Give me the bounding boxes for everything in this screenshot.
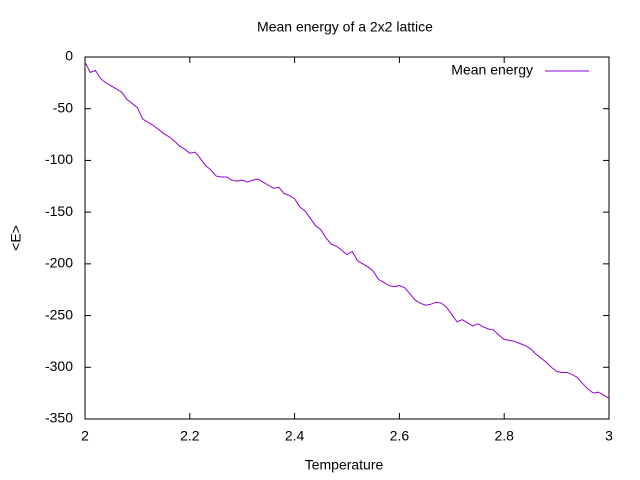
y-tick-label: -350 — [45, 410, 73, 426]
x-tick-label: 3 — [605, 428, 613, 444]
y-tick-label: -300 — [45, 358, 73, 374]
y-tick-label: 0 — [65, 48, 73, 64]
y-tick-label: -50 — [53, 99, 73, 115]
y-axis-label: <E> — [8, 225, 24, 251]
x-tick-label: 2 — [81, 428, 89, 444]
x-tick-label: 2.8 — [494, 428, 514, 444]
chart-title: Mean energy of a 2x2 lattice — [257, 19, 433, 35]
y-tick-label: -250 — [45, 306, 73, 322]
x-tick-label: 2.2 — [180, 428, 200, 444]
legend-label: Mean energy — [451, 62, 533, 78]
y-tick-label: -100 — [45, 151, 73, 167]
plot-border — [84, 56, 610, 420]
data-line — [84, 61, 610, 399]
y-tick-label: -150 — [45, 203, 73, 219]
x-tick-label: 2.6 — [390, 428, 410, 444]
x-axis-label: Temperature — [305, 457, 384, 473]
y-tick-label: -200 — [45, 255, 73, 271]
x-tick-label: 2.4 — [285, 428, 305, 444]
